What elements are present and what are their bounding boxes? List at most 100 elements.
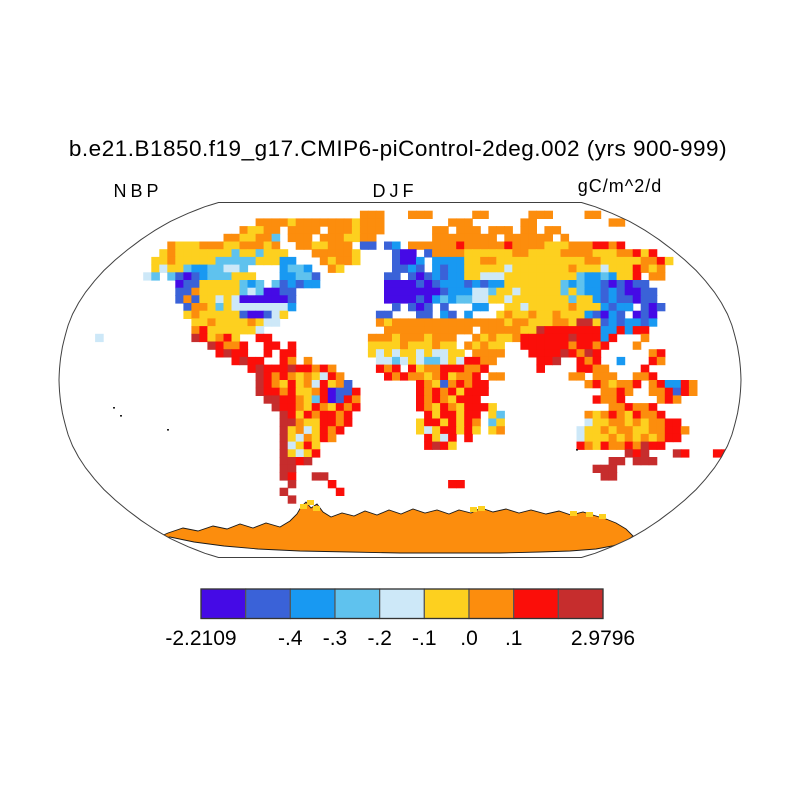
grid-cell	[632, 372, 642, 381]
grid-cell	[384, 272, 393, 281]
grid-cell	[247, 318, 257, 327]
grid-cell	[287, 233, 297, 243]
grid-cell	[680, 426, 690, 435]
grid-cell	[424, 210, 433, 219]
grid-cell	[295, 264, 305, 273]
grid-cell	[207, 318, 216, 327]
grid-cell	[536, 310, 545, 319]
grid-cell	[488, 326, 497, 335]
grid-cell	[279, 272, 289, 281]
grid-cell	[648, 287, 658, 296]
grid-cell	[656, 387, 666, 396]
grid-cell	[448, 295, 457, 304]
grid-cell	[464, 403, 473, 412]
grid-cell	[432, 233, 441, 243]
world-map	[58, 202, 742, 558]
grid-cell	[440, 310, 449, 319]
grid-cell	[632, 249, 642, 258]
grid-cell	[504, 280, 513, 289]
grid-cell	[600, 395, 610, 404]
grid-cell	[416, 287, 425, 296]
grid-cell	[255, 318, 265, 327]
grid-cell	[327, 410, 337, 420]
grid-cell	[464, 426, 473, 435]
grid-cell	[520, 249, 529, 258]
grid-cell	[440, 226, 449, 235]
grid-cell	[319, 372, 329, 381]
grid-cell	[247, 280, 257, 289]
grid-cell	[440, 403, 449, 412]
grid-cell	[592, 287, 602, 296]
grid-cell	[496, 410, 505, 420]
grid-cell	[263, 364, 273, 373]
grid-cell	[584, 418, 594, 427]
grid-cell	[552, 226, 562, 235]
grid-cell	[664, 433, 674, 443]
grid-cell	[568, 341, 578, 350]
grid-cell	[199, 310, 208, 319]
grid-cell	[608, 249, 618, 258]
grid-cell	[392, 333, 401, 343]
grid-cell	[343, 387, 353, 396]
units-label: gC/m^2/d	[578, 176, 662, 196]
grid-cell	[279, 295, 289, 304]
grid-cell	[488, 256, 497, 266]
grid-cell	[448, 241, 457, 250]
grid-cell	[303, 457, 313, 466]
grid-cell	[375, 318, 385, 327]
grid-cell	[648, 410, 658, 420]
grid-cell	[472, 426, 481, 435]
grid-cell	[327, 387, 337, 396]
grid-cell	[255, 218, 265, 227]
grid-cell	[440, 426, 449, 435]
grid-cell	[592, 310, 602, 319]
grid-cell	[311, 241, 321, 250]
grid-cell	[440, 326, 449, 335]
grid-cell	[384, 341, 393, 350]
grid-cell	[215, 280, 225, 289]
grid-cell	[464, 410, 473, 420]
grid-cell	[472, 256, 481, 266]
grid-cell	[303, 380, 313, 389]
grid-cell	[576, 372, 586, 381]
grid-cell	[544, 249, 553, 258]
grid-cell	[367, 349, 377, 358]
grid-cell	[496, 249, 505, 258]
grid-cell	[367, 333, 377, 343]
grid-cell	[536, 249, 545, 258]
grid-cell	[255, 287, 265, 296]
grid-cell	[456, 249, 465, 258]
grid-cell	[295, 233, 305, 243]
grid-cell	[392, 272, 401, 281]
grid-cell	[440, 418, 449, 427]
grid-cell	[167, 264, 176, 273]
grid-cell	[287, 387, 297, 396]
grid-cell	[520, 303, 529, 312]
grid-cell	[624, 426, 634, 435]
grid-cell	[408, 280, 417, 289]
antarctica-coast-speck	[470, 507, 477, 512]
grid-cell	[472, 333, 481, 343]
colorbar-frame	[200, 588, 604, 620]
grid-cell	[520, 280, 529, 289]
grid-cell	[528, 310, 537, 319]
grid-cell	[432, 256, 441, 266]
grid-cell	[424, 364, 433, 373]
colorbar-tick-label: -.3	[323, 627, 348, 650]
grid-cell	[464, 256, 473, 266]
grid-cell	[271, 226, 281, 235]
grid-cell	[183, 310, 192, 319]
grid-cell	[480, 295, 489, 304]
grid-cell	[311, 449, 321, 458]
grid-cell	[167, 241, 176, 250]
grid-cell	[608, 310, 618, 319]
grid-cell	[456, 233, 465, 243]
grid-cell	[239, 341, 249, 350]
grid-cell	[319, 256, 329, 266]
grid-cell	[231, 303, 241, 312]
grid-cell	[544, 272, 553, 281]
grid-cell	[656, 441, 666, 450]
grid-cell	[544, 226, 553, 235]
grid-cell	[528, 233, 537, 243]
grid-cell	[624, 380, 634, 389]
